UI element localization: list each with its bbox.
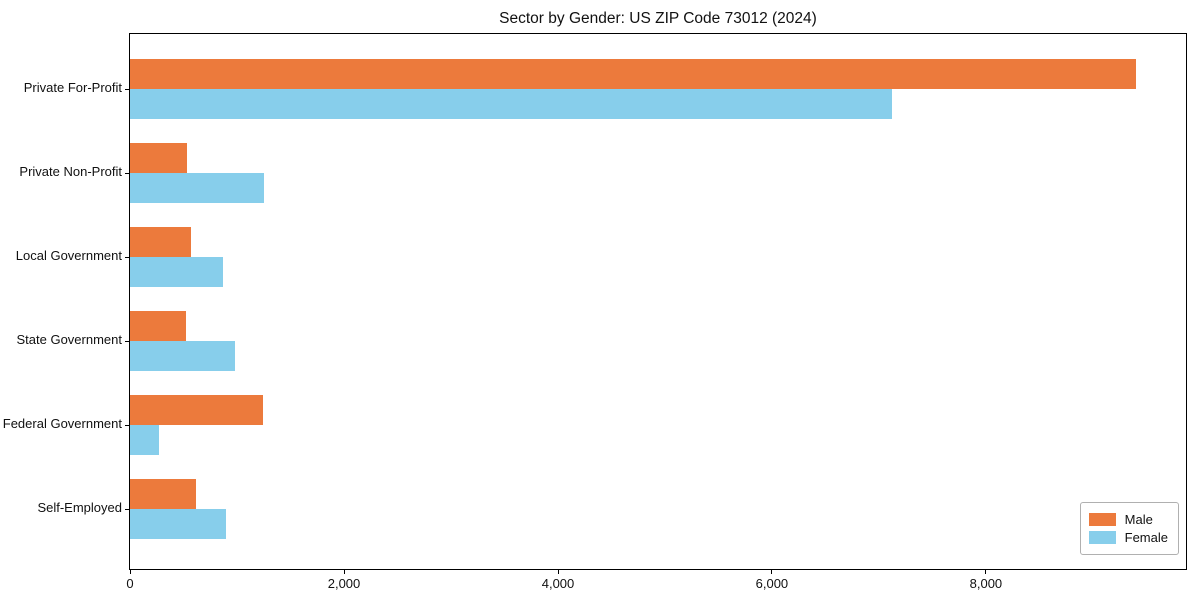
x-tick-label-4000: 4,000 xyxy=(541,576,575,591)
x-tick-6000 xyxy=(771,569,773,574)
legend-label-male: Male xyxy=(1124,512,1153,527)
bar-female-local-government xyxy=(130,257,224,287)
legend-label-female: Female xyxy=(1124,530,1168,545)
bar-male-private-for-profit xyxy=(130,59,1136,89)
chart-title: Sector by Gender: US ZIP Code 73012 (202… xyxy=(499,10,817,27)
legend-entry-female: Female xyxy=(1088,530,1168,545)
x-tick-8000 xyxy=(985,569,987,574)
x-tick-2000 xyxy=(343,569,345,574)
legend-swatch-female xyxy=(1088,531,1116,544)
y-tick-self-employed xyxy=(125,509,130,510)
y-label-private-non-profit: Private Non-Profit xyxy=(19,164,122,179)
y-label-federal-government: Federal Government xyxy=(2,416,122,431)
bar-female-state-government xyxy=(130,341,235,371)
y-tick-federal-government xyxy=(125,425,130,426)
y-label-private-for-profit: Private For-Profit xyxy=(23,80,122,95)
bar-male-state-government xyxy=(130,311,186,341)
y-label-state-government: State Government xyxy=(16,332,123,347)
legend-swatch-male xyxy=(1088,513,1116,526)
bar-female-federal-government xyxy=(130,425,159,455)
bar-male-self-employed xyxy=(130,479,197,509)
y-label-self-employed: Self-Employed xyxy=(37,500,122,515)
y-tick-private-non-profit xyxy=(125,173,130,174)
y-label-local-government: Local Government xyxy=(15,248,122,263)
legend-entry-male: Male xyxy=(1088,512,1168,527)
bar-male-private-non-profit xyxy=(130,143,187,173)
x-tick-0 xyxy=(130,569,131,574)
bar-male-federal-government xyxy=(130,395,263,425)
bar-female-private-non-profit xyxy=(130,173,264,203)
bar-female-private-for-profit xyxy=(130,89,892,119)
plot-area: Male Female 0 2,000 4,000 6,000 8,000 xyxy=(125,33,1187,591)
x-tick-label-2000: 2,000 xyxy=(327,576,361,591)
legend: Male Female xyxy=(1079,502,1179,555)
y-tick-local-government xyxy=(125,257,130,258)
x-tick-4000 xyxy=(557,569,559,574)
x-tick-label-8000: 8,000 xyxy=(969,576,1003,591)
x-tick-label-6000: 6,000 xyxy=(755,576,789,591)
x-tick-label-0: 0 xyxy=(126,576,134,591)
bar-male-local-government xyxy=(130,227,191,257)
bar-female-self-employed xyxy=(130,509,227,539)
y-tick-state-government xyxy=(125,341,130,342)
y-tick-private-for-profit xyxy=(125,89,130,90)
